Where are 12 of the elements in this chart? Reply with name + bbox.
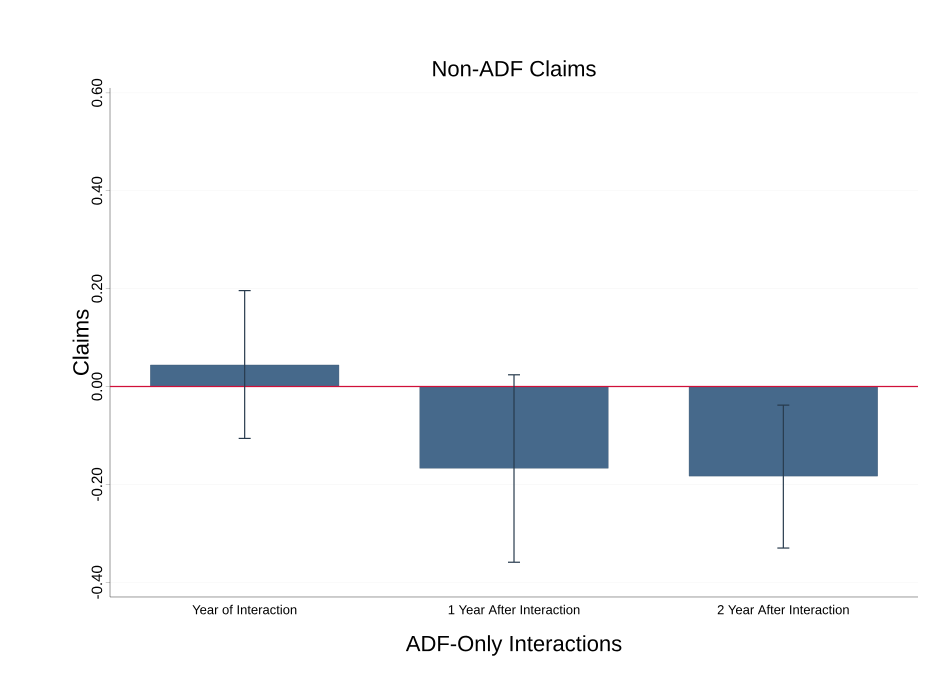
chart-title: Non-ADF Claims [433,60,596,76]
y-tick-label: 0.40 [92,176,102,205]
y-tick-label: -0.40 [92,566,102,599]
y-tick-label: 0.60 [92,78,102,107]
y-tick-label: -0.20 [92,468,102,501]
x-tick-label: 1 Year After Interaction [448,604,580,614]
y-tick-label: 0.00 [92,372,102,401]
x-tick-label: Year of Interaction [192,604,296,614]
y-axis-title: Claims [72,310,89,375]
x-tick-label: 2 Year After Interaction [718,604,849,614]
y-tick-label: 0.20 [92,274,102,303]
x-axis-title: ADF-Only Interactions [406,635,622,656]
